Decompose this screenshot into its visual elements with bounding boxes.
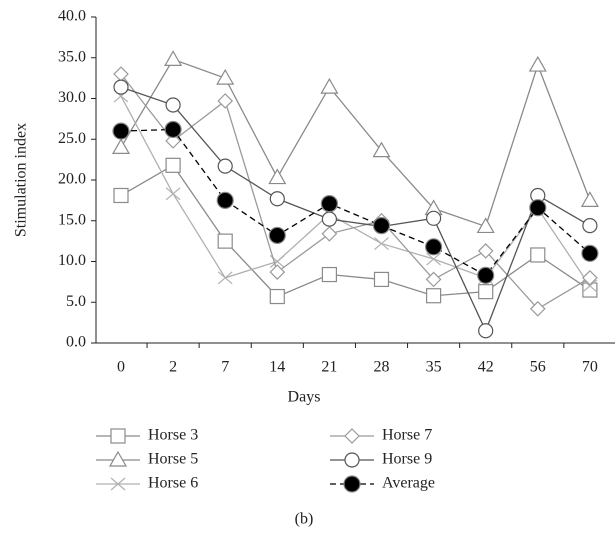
data-point [477, 266, 495, 284]
x-tick-label: 2 [169, 359, 177, 376]
caption: (b) [295, 511, 314, 528]
data-point [373, 271, 390, 288]
x-tick-label: 7 [221, 359, 229, 376]
data-point [320, 195, 338, 213]
legend-marker [343, 475, 361, 493]
data-point [425, 271, 442, 288]
data-point [374, 237, 389, 251]
data-point [165, 157, 181, 173]
data-point [216, 191, 234, 209]
y-tick-label: 40.0 [58, 8, 86, 25]
series-line [120, 86, 591, 333]
data-point [581, 244, 599, 262]
data-point [217, 233, 233, 249]
x-tick-label: 42 [478, 359, 494, 376]
data-point [112, 122, 130, 140]
y-tick-label: 15.0 [58, 211, 86, 228]
legend-marker [344, 428, 360, 444]
data-point [321, 225, 338, 242]
series-line [120, 128, 591, 277]
series-line [120, 95, 591, 287]
data-point [217, 93, 234, 109]
data-point [529, 199, 547, 217]
y-axis-label: Stimulation index [13, 123, 30, 237]
x-tick-label: 28 [374, 359, 390, 376]
y-tick-label: 5.0 [66, 293, 86, 310]
data-point [113, 66, 129, 82]
x-tick-label: 14 [269, 359, 285, 376]
series-line [120, 58, 591, 228]
data-point [321, 266, 337, 283]
data-point [269, 191, 285, 207]
data-point [582, 269, 598, 286]
data-point [477, 243, 494, 259]
y-tick-label: 20.0 [58, 171, 86, 188]
y-tick-label: 0.0 [66, 334, 86, 351]
x-tick-label: 35 [426, 359, 442, 376]
data-point [425, 238, 443, 256]
data-point [111, 138, 131, 154]
data-point [217, 158, 233, 174]
data-point [372, 141, 391, 158]
data-point [268, 168, 287, 185]
x-tick-label: 0 [117, 359, 125, 376]
data-point [372, 217, 391, 235]
y-tick-label: 10.0 [58, 252, 86, 269]
series-line [120, 164, 591, 298]
y-tick-label: 25.0 [58, 130, 86, 147]
y-tick-label: 30.0 [58, 89, 86, 106]
legend-label: Horse 7 [382, 427, 432, 444]
legend-label: Horse 5 [148, 451, 198, 468]
x-tick-label: 56 [530, 359, 546, 376]
data-point [580, 191, 599, 207]
data-point [165, 133, 181, 149]
data-point [426, 288, 442, 304]
data-point [113, 79, 129, 95]
data-point [582, 218, 598, 234]
data-point [530, 247, 546, 263]
data-point [165, 97, 181, 113]
data-point [113, 187, 129, 204]
legend-label: Horse 6 [148, 475, 198, 492]
data-point [582, 279, 598, 293]
legend-marker [110, 477, 126, 491]
data-point [164, 120, 182, 139]
data-point [216, 68, 235, 85]
data-point [164, 50, 183, 66]
data-point [269, 264, 286, 280]
data-point [217, 271, 233, 285]
data-point [476, 217, 495, 234]
x-tick-label: 21 [321, 359, 337, 376]
legend-marker [110, 428, 126, 444]
legend-marker [108, 450, 128, 467]
data-point [529, 300, 546, 317]
legend-label: Average [382, 475, 435, 492]
data-point [269, 288, 285, 305]
data-point [478, 323, 494, 339]
data-point [426, 210, 442, 226]
y-tick-label: 35.0 [58, 48, 86, 65]
data-point [528, 55, 547, 72]
legend-label: Horse 9 [382, 451, 432, 468]
series-line [120, 73, 591, 310]
legend-marker [344, 452, 360, 468]
x-tick-label: 70 [582, 359, 598, 376]
data-point [426, 252, 441, 266]
data-point [321, 211, 337, 227]
data-point [268, 226, 286, 245]
data-point [320, 77, 339, 94]
legend-label: Horse 3 [148, 427, 198, 444]
data-point [165, 187, 181, 201]
x-axis-label: Days [288, 389, 321, 406]
data-point [478, 284, 494, 300]
